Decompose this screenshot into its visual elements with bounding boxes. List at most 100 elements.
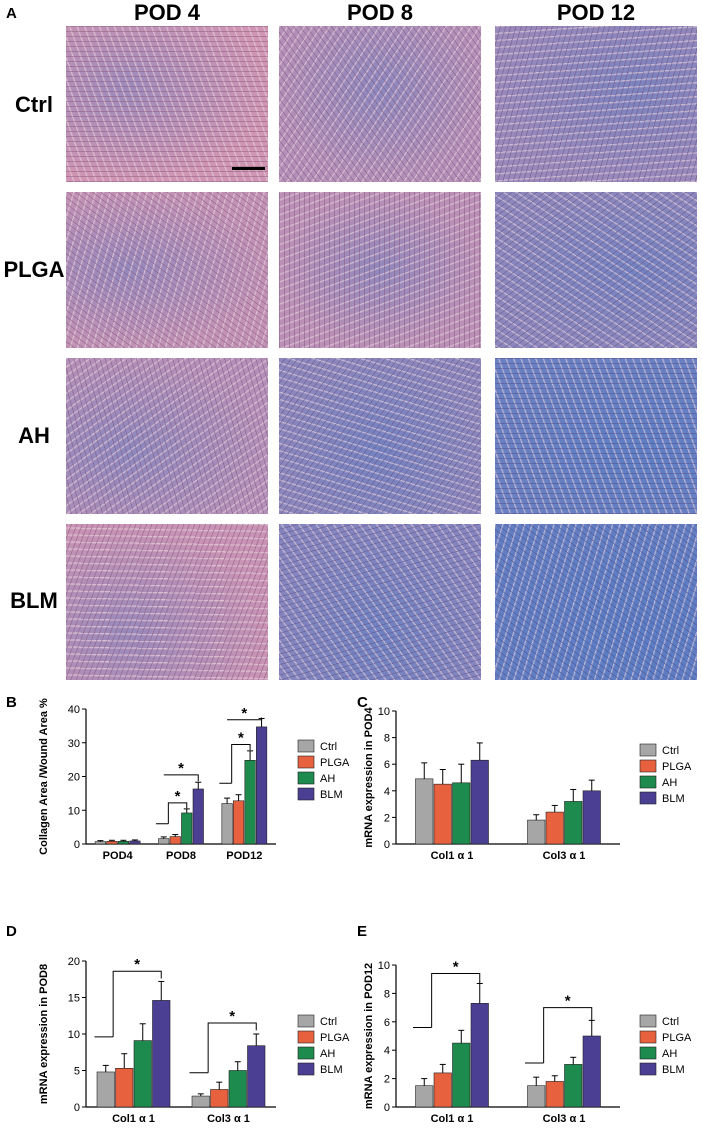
panel-e-letter: E [357,923,368,940]
legend-label-blm: BLM [320,789,343,801]
bar-plga-col3-1 [210,1089,229,1108]
significance-star-2: * [178,760,184,777]
bar-blm-col1-1 [152,1000,171,1108]
x-tick-label-pod4: POD4 [103,850,134,862]
column-header-pod4: POD 4 [133,0,201,25]
bar-ah-col3-1 [564,801,583,845]
y-tick-label: 6 [384,759,390,771]
x-tick-label-col1-1: Col1 α 1 [431,1113,474,1125]
legend-swatch-plga [297,1030,315,1044]
significance-bracket-1 [156,802,188,825]
y-tick-label: 6 [384,1017,390,1029]
legend-label-plga: PLGA [320,1032,350,1044]
bar-ah-pod12 [244,760,256,845]
x-tick-label-col1-1: Col1 α 1 [112,1113,155,1125]
significance-bracket-2 [163,774,199,782]
legend-swatch-ctrl [297,1014,315,1028]
significance-bracket-3 [219,743,251,784]
y-tick-label: 0 [74,1102,80,1114]
scale-bar [232,167,265,170]
bar-ah-col3-1 [564,1064,583,1108]
y-tick-label: 2 [384,1074,390,1086]
significance-bracket-1 [94,970,162,1038]
plot-area: 0 5 10 15 20 mRNA expression in POD8 Col1 α 1 C… [38,956,276,1125]
y-tick-label: 10 [68,805,80,817]
significance-star-2: * [565,993,571,1010]
significance-bracket-2 [189,1022,257,1074]
legend-swatch-blm [297,1062,315,1076]
significance-star-1: * [175,788,181,805]
y-tick-label: 4 [384,786,390,798]
legend-label-ah: AH [662,1048,677,1060]
bar-ah-col3-1 [228,1070,247,1108]
bar-blm-pod12 [256,726,268,845]
legend-label-plga: PLGA [662,761,692,773]
y-tick-label: 40 [68,704,80,716]
legend-swatch-ctrl [639,743,657,757]
legend-swatch-ah [639,775,657,789]
y-tick-label: 20 [68,772,80,784]
x-tick-label-pod12: POD12 [226,850,262,862]
chart-b-collagen-area: 0 10 20 30 40 Collagen Area /Wound Area % POD4… [38,698,350,862]
significance-bracket-1 [413,973,481,1028]
bar-ctrl-col3-1 [527,819,546,845]
bar-ah-col1-1 [133,1040,152,1108]
legend-swatch-ctrl [297,739,315,753]
chart-d-mrna-pod8: 0 5 10 15 20 mRNA expression in POD8 Col1 α 1 C… [38,956,350,1125]
panel-b-letter: B [6,694,17,711]
micrograph-ctrl-pod12 [495,26,697,182]
bar-ctrl-pod12 [221,803,233,845]
significance-bracket-4 [227,717,263,721]
y-tick-label: 0 [384,1102,390,1114]
bar-ah-col1-1 [452,1042,471,1108]
bar-blm-col3-1 [582,1035,601,1108]
y-tick-label: 8 [384,733,390,745]
bar-ctrl-col1-1 [415,1085,434,1108]
legend-label-blm: BLM [662,1064,685,1076]
significance-star-2: * [229,1008,235,1025]
micrograph-ah-pod4 [66,358,268,514]
legend-label-plga: PLGA [662,1032,692,1044]
y-tick-label: 8 [384,988,390,1000]
bar-blm-col3-1 [247,1045,266,1108]
bar-plga-col3-1 [545,1081,564,1108]
y-axis-label: mRNA expression in POD12 [363,963,375,1109]
y-tick-label: 10 [378,706,390,718]
column-header-pod12: POD 12 [556,0,636,25]
bar-ah-pod4 [117,841,129,845]
significance-star-1: * [134,956,140,973]
bar-plga-pod4 [106,841,118,845]
y-tick-label: 10 [378,960,390,972]
significance-bracket-2 [525,1007,593,1064]
micrograph-ctrl-pod8 [279,26,481,182]
legend-swatch-plga [639,759,657,773]
y-tick-label: 4 [384,1045,390,1057]
x-tick-label-col3-1: Col3 α 1 [543,1113,586,1125]
x-tick-label-col1-1: Col1 α 1 [431,850,474,862]
bar-blm-col1-1 [470,759,489,845]
legend-swatch-ah [639,1046,657,1060]
bar-plga-pod8 [169,836,181,845]
legend-label-ctrl: Ctrl [320,1016,337,1028]
legend: Ctrl PLGA AH BLM [297,1014,350,1076]
legend-swatch-blm [297,787,315,801]
y-tick-label: 20 [68,956,80,968]
legend-label-plga: PLGA [320,757,350,769]
micrograph-plga-pod12 [495,192,697,348]
legend-label-ctrl: Ctrl [662,1016,679,1028]
bar-ctrl-col3-1 [527,1085,546,1108]
legend: Ctrl PLGA AH BLM [639,1014,692,1076]
bar-ctrl-pod8 [158,838,170,845]
legend-label-blm: BLM [320,1064,343,1076]
legend-label-ah: AH [320,773,335,785]
micrograph-plga-pod8 [279,192,481,348]
panel-c-letter: C [357,694,368,711]
panel-d-letter: D [6,923,17,940]
x-tick-label-pod8: POD8 [166,850,196,862]
micrograph-blm-pod8 [279,524,481,680]
row-label-ah: AH [18,423,50,448]
